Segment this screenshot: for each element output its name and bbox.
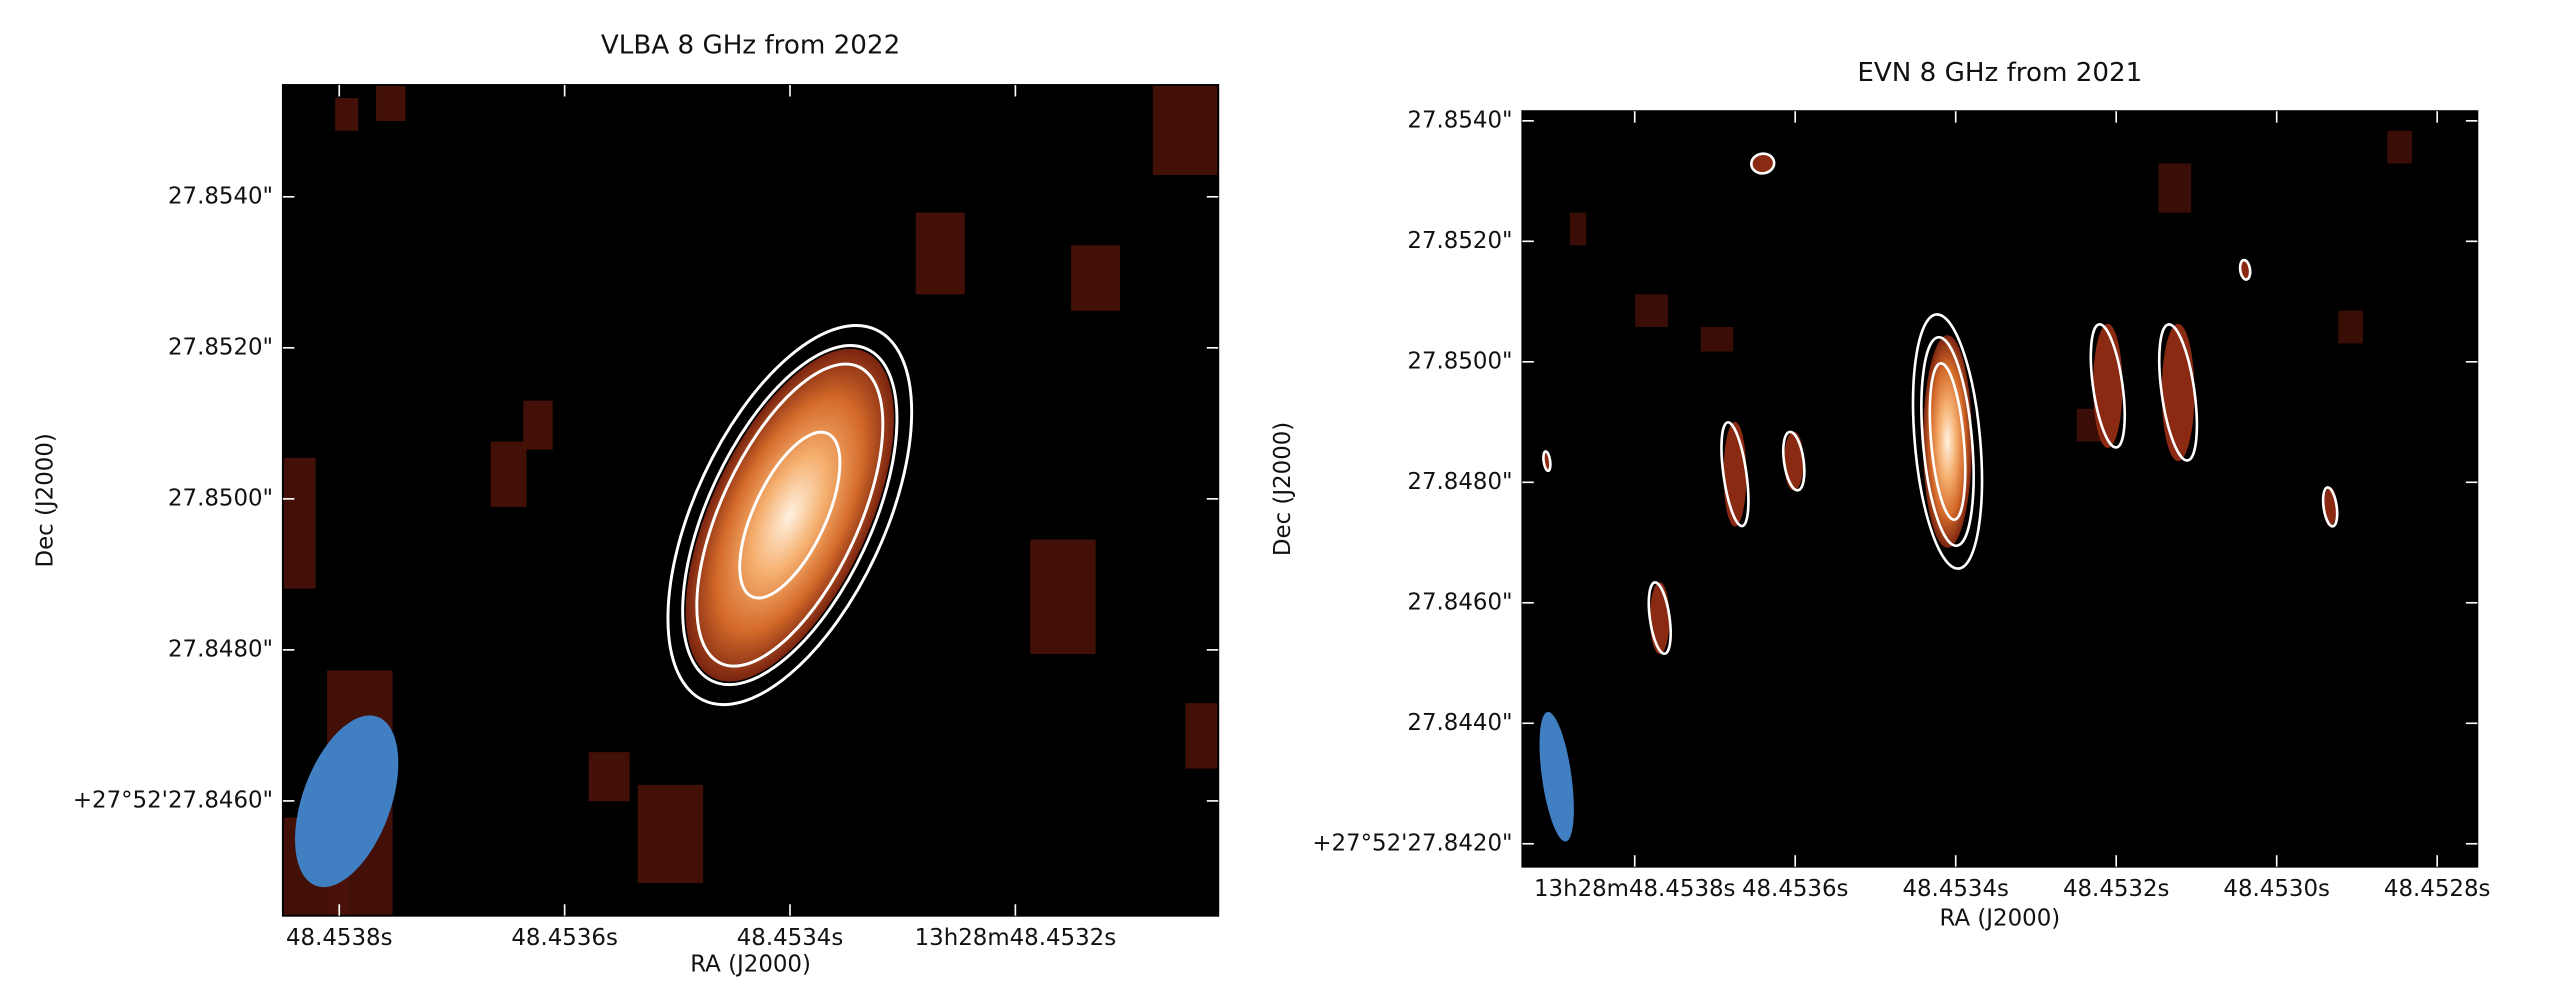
plot-frame — [281, 84, 1220, 917]
emission-pixel — [1030, 539, 1096, 655]
beam — [1539, 711, 1574, 842]
y-tick-label: 27.8500" — [168, 485, 273, 511]
emission-pixel — [2158, 163, 2192, 213]
x-tick-label: 13h28m48.4532s — [915, 925, 1117, 951]
contour — [2089, 323, 2127, 449]
y-tick-label: 27.8440" — [1407, 710, 1512, 736]
x-tick-label: 13h28m48.4538s — [1534, 876, 1736, 902]
emission-pixel — [335, 98, 359, 131]
contour — [2321, 486, 2339, 528]
y-tick-label: 27.8480" — [1407, 469, 1512, 495]
y-tick-label: 27.8460" — [1407, 589, 1512, 615]
emission-pixel — [1635, 294, 1668, 328]
x-tick-label: 48.4536s — [1742, 876, 1849, 902]
y-tick-label: +27°52'27.8460" — [73, 787, 273, 813]
contour — [1911, 313, 1984, 570]
contour — [681, 344, 899, 687]
emission — [2093, 323, 2123, 449]
contour — [1920, 335, 1975, 548]
emission-pixel — [637, 784, 704, 883]
emission-pixel — [1152, 85, 1219, 175]
emission-pixel — [588, 752, 630, 802]
contour — [695, 362, 885, 668]
x-tick-label: 48.4530s — [2223, 876, 2330, 902]
x-tick-label: 48.4538s — [286, 925, 393, 951]
y-tick-label: 27.8480" — [168, 636, 273, 662]
x-axis-label: RA (J2000) — [1939, 905, 2060, 931]
emission-pixel — [1071, 245, 1121, 311]
plot-frame — [1521, 110, 2479, 868]
image-content — [282, 85, 1219, 916]
emission — [2161, 323, 2195, 462]
emission-pixel — [523, 400, 553, 450]
contour — [1750, 152, 1776, 175]
contour — [1647, 581, 1672, 656]
contour — [666, 324, 914, 707]
x-tick-label: 48.4536s — [511, 925, 618, 951]
image-background — [1522, 111, 2478, 867]
emission-pixel — [1569, 212, 1587, 246]
contour — [1720, 421, 1750, 528]
image-content — [1539, 130, 2412, 842]
emission — [2323, 487, 2337, 527]
y-tick-label: 27.8520" — [168, 334, 273, 360]
emission — [1723, 421, 1747, 527]
emission — [1751, 153, 1775, 174]
emission — [1649, 582, 1670, 655]
y-tick-label: 27.8500" — [1407, 348, 1512, 374]
contour — [1928, 361, 1967, 522]
y-tick-label: 27.8540" — [168, 183, 273, 209]
contour — [1781, 430, 1806, 492]
emission-pixel — [2387, 130, 2412, 164]
chart-title: VLBA 8 GHz from 2022 — [601, 30, 900, 60]
y-tick-label: 27.8540" — [1407, 107, 1512, 133]
emission-pixel — [1700, 327, 1734, 352]
emission-pixel — [282, 457, 316, 589]
emission-pixel — [2338, 310, 2363, 344]
emission-pixel — [490, 441, 527, 507]
emission-pixel — [1185, 703, 1219, 769]
x-tick-label: 48.4528s — [2384, 876, 2491, 902]
contour — [2238, 258, 2252, 281]
source-emission — [1922, 335, 1973, 548]
x-axis-label: RA (J2000) — [690, 951, 811, 977]
contour — [1542, 450, 1552, 473]
contour — [738, 430, 842, 600]
x-tick-label: 48.4534s — [1902, 876, 2009, 902]
x-tick-label: 48.4532s — [2063, 876, 2170, 902]
beam — [295, 715, 399, 888]
y-tick-label: 27.8520" — [1407, 228, 1512, 254]
x-tick-label: 48.4534s — [737, 925, 844, 951]
emission — [1784, 431, 1804, 491]
y-tick-label: +27°52'27.8420" — [1312, 830, 1512, 856]
emission-pixel — [376, 85, 406, 122]
contour — [2157, 323, 2199, 462]
y-axis-label: Dec (J2000) — [1270, 422, 1296, 556]
chart-title: EVN 8 GHz from 2021 — [1857, 58, 2142, 88]
source-emission — [685, 348, 894, 682]
emission-pixel — [915, 212, 965, 295]
y-axis-label: Dec (J2000) — [32, 433, 58, 567]
